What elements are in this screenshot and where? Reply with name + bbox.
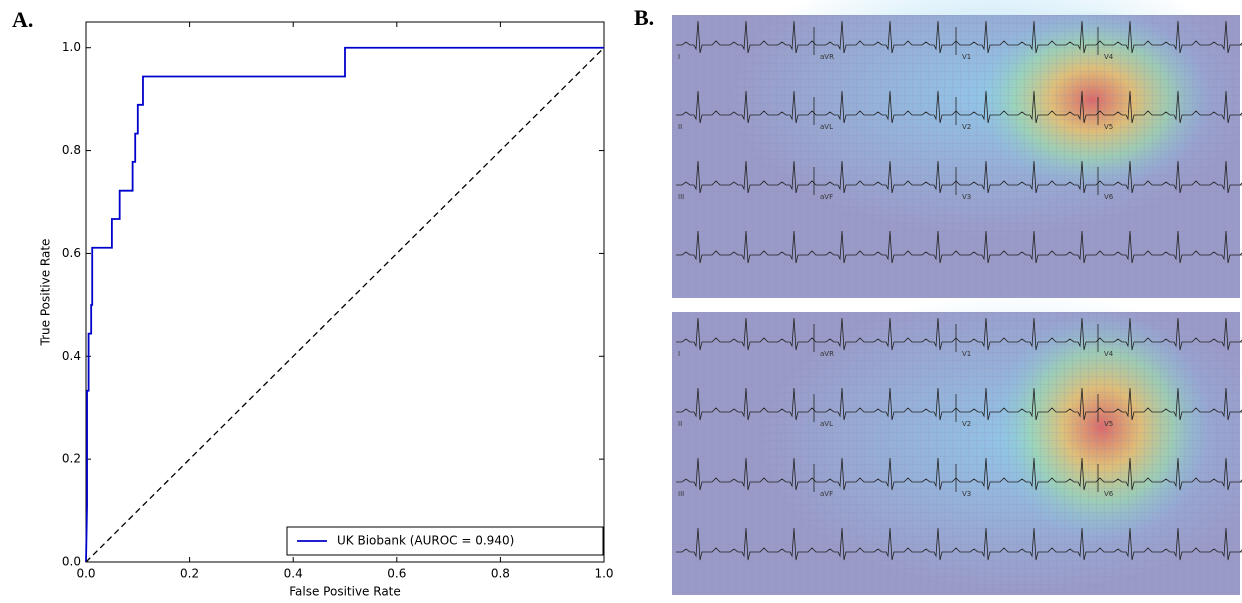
y-tick-label: 1.0 bbox=[62, 40, 81, 54]
x-tick-label: 0.0 bbox=[76, 567, 95, 581]
y-tick-label: 0.2 bbox=[62, 452, 81, 466]
lead-label: III bbox=[678, 193, 684, 201]
panel-label: B. bbox=[634, 5, 654, 30]
x-tick-label: 0.8 bbox=[491, 567, 510, 581]
lead-label: V1 bbox=[962, 53, 971, 61]
lead-label: III bbox=[678, 490, 684, 498]
panel-label: A. bbox=[12, 7, 33, 32]
lead-label: I bbox=[678, 350, 680, 358]
y-tick-label: 0.0 bbox=[62, 555, 81, 569]
x-tick-label: 1.0 bbox=[594, 567, 613, 581]
lead-label: V6 bbox=[1104, 490, 1114, 498]
plot-area bbox=[86, 22, 604, 562]
lead-label: aVR bbox=[820, 350, 834, 358]
ecg-grid bbox=[672, 15, 1240, 298]
y-tick-label: 0.6 bbox=[62, 246, 81, 260]
ecg-grid bbox=[672, 312, 1240, 595]
x-tick-label: 0.4 bbox=[284, 567, 303, 581]
figure: A. B. 0.0 0.2 0.4 0.6 0.8 1.0 0.0 0.2 0.4 0.6 0.8 1… bbox=[0, 0, 1242, 603]
x-axis-label: False Positive Rate bbox=[289, 585, 401, 599]
lead-label: I bbox=[678, 53, 680, 61]
y-tick-label: 0.8 bbox=[62, 143, 81, 157]
lead-label: V2 bbox=[962, 420, 971, 428]
lead-label: V6 bbox=[1104, 193, 1114, 201]
lead-label: V3 bbox=[962, 490, 971, 498]
lead-label: II bbox=[678, 420, 682, 428]
y-tick-label: 0.4 bbox=[62, 349, 81, 363]
lead-label: V5 bbox=[1104, 420, 1113, 428]
lead-label: II bbox=[678, 123, 682, 131]
lead-label: V5 bbox=[1104, 123, 1113, 131]
lead-label: aVF bbox=[820, 490, 833, 498]
lead-label: V4 bbox=[1104, 53, 1114, 61]
x-tick-label: 0.6 bbox=[387, 567, 406, 581]
y-axis-label: True Positive Rate bbox=[39, 239, 53, 347]
x-tick-label: 0.2 bbox=[180, 567, 199, 581]
lead-label: aVF bbox=[820, 193, 833, 201]
lead-label: V1 bbox=[962, 350, 971, 358]
legend-label: UK Biobank (AUROC = 0.940) bbox=[337, 534, 514, 548]
lead-label: V4 bbox=[1104, 350, 1114, 358]
lead-label: aVR bbox=[820, 53, 834, 61]
lead-label: aVL bbox=[820, 420, 833, 428]
lead-label: aVL bbox=[820, 123, 833, 131]
lead-label: V2 bbox=[962, 123, 971, 131]
lead-label: V3 bbox=[962, 193, 971, 201]
